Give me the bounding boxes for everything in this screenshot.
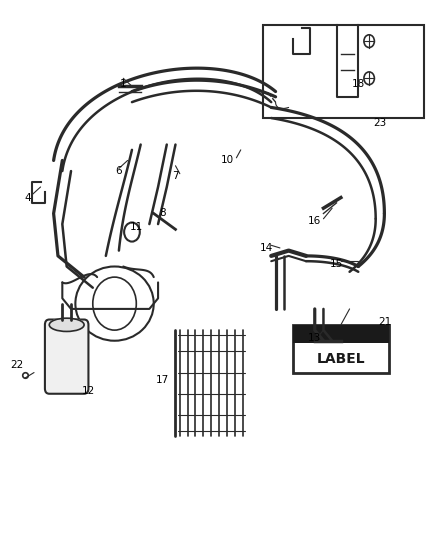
Text: 14: 14 — [260, 243, 273, 253]
Text: 18: 18 — [352, 78, 365, 88]
Text: LABEL: LABEL — [317, 352, 365, 366]
Text: 6: 6 — [116, 166, 122, 176]
Text: 17: 17 — [156, 375, 169, 385]
Text: 13: 13 — [308, 333, 321, 343]
Text: 21: 21 — [378, 317, 391, 327]
Text: 16: 16 — [308, 216, 321, 227]
Text: 11: 11 — [130, 222, 143, 232]
Text: 8: 8 — [159, 208, 166, 219]
Text: 23: 23 — [374, 118, 387, 128]
FancyBboxPatch shape — [262, 25, 424, 118]
FancyBboxPatch shape — [293, 325, 389, 373]
FancyBboxPatch shape — [293, 325, 389, 343]
Text: 10: 10 — [221, 156, 234, 165]
Text: 15: 15 — [330, 259, 343, 269]
Ellipse shape — [49, 318, 84, 332]
Text: 12: 12 — [82, 386, 95, 396]
FancyBboxPatch shape — [45, 319, 88, 394]
Text: 22: 22 — [10, 360, 23, 369]
Text: 7: 7 — [172, 172, 179, 181]
Text: 1: 1 — [120, 78, 127, 88]
Text: 4: 4 — [24, 192, 31, 203]
